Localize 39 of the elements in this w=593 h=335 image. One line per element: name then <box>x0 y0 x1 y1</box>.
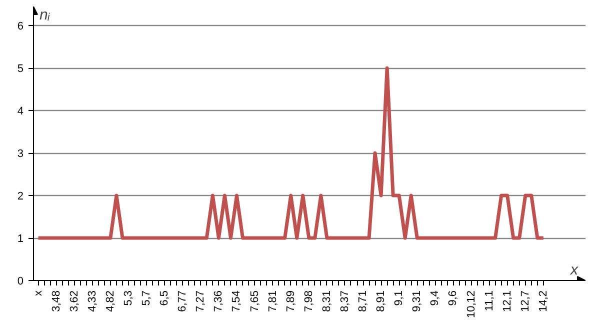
x-tick-label: 3,62 <box>68 290 80 312</box>
x-axis-title: x <box>569 261 578 278</box>
y-tick-label: 1 <box>17 233 24 246</box>
x-tick-label: 4,82 <box>104 290 116 312</box>
x-tick-label: 11,1 <box>483 290 496 312</box>
x-tick-label: 8,37 <box>338 290 351 312</box>
x-tick-label: 7,81 <box>266 290 279 312</box>
x-tick-label: 6,5 <box>158 290 171 306</box>
x-tick-label: 12,7 <box>519 290 532 312</box>
x-tick-label: 14,2 <box>537 290 550 312</box>
y-axis-title: nᵢ <box>40 6 51 24</box>
x-tick-label: 8,31 <box>320 290 333 312</box>
x-tick-label: 7,54 <box>230 290 243 312</box>
x-tick-label: 5,7 <box>140 290 153 306</box>
x-tick-label: 7,65 <box>248 290 261 312</box>
x-tick-label: 10,12 <box>465 290 478 318</box>
x-tick-label: 8,71 <box>357 290 370 312</box>
x-tick-label: 12,1 <box>501 290 514 312</box>
x-tick-label: 3,48 <box>50 290 62 312</box>
y-tick-label: 6 <box>17 20 24 33</box>
x-tick-label: 7,27 <box>194 290 207 312</box>
line-series <box>36 66 546 240</box>
x-tick-label: 6,77 <box>176 290 189 312</box>
x-tick-label: 9,4 <box>429 290 442 306</box>
x-tick-label: 7,36 <box>212 290 225 312</box>
x-tick-label: 7,98 <box>302 290 315 312</box>
x-tick-label: 9,6 <box>447 290 460 306</box>
x-tick-label: 9,31 <box>411 290 424 312</box>
y-tick-label: 2 <box>17 190 24 203</box>
x-tick-label: 8,91 <box>375 290 388 312</box>
x-tick-label: 4,33 <box>86 290 98 312</box>
x-tick-label: x <box>32 290 44 296</box>
x-tick-label: 9,1 <box>393 290 406 306</box>
y-tick-label: 3 <box>17 148 24 160</box>
y-tick-label: 0 <box>17 276 24 288</box>
x-tick-label: 7,89 <box>284 290 297 312</box>
x-tick-label: 5,3 <box>122 290 135 306</box>
y-tick-label: 5 <box>17 63 24 76</box>
y-tick-label: 4 <box>17 106 24 118</box>
